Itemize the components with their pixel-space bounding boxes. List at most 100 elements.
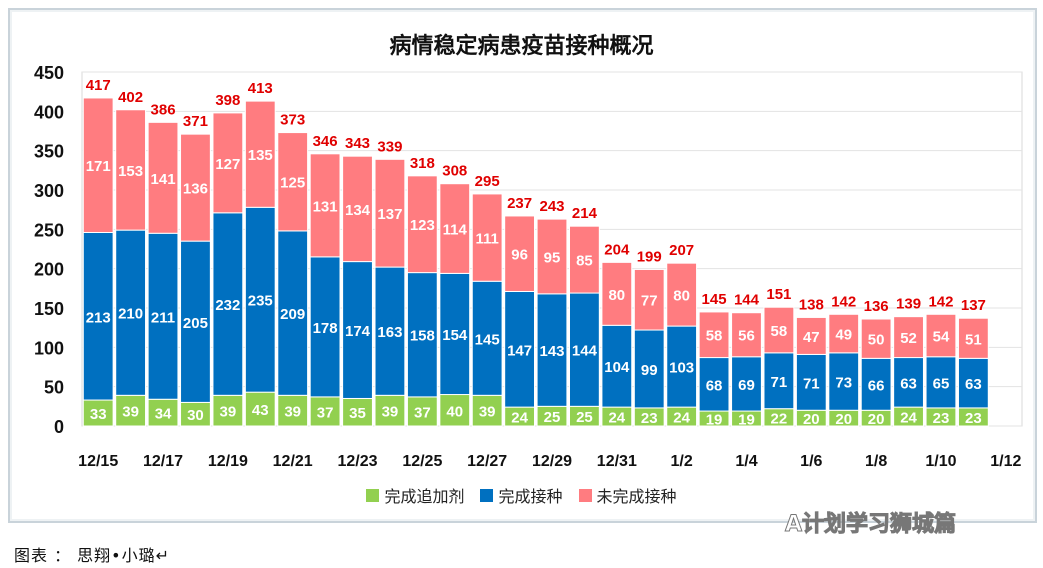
data-label: 80 <box>608 287 625 304</box>
data-label: 154 <box>442 327 468 344</box>
data-label: 50 <box>868 332 885 349</box>
data-label: 125 <box>280 175 305 192</box>
data-label: 104 <box>604 359 630 376</box>
data-label: 58 <box>706 328 723 345</box>
bar-segment <box>82 231 114 401</box>
data-label: 49 <box>835 327 852 344</box>
bar-segment <box>957 317 989 359</box>
data-label: 73 <box>835 375 852 392</box>
data-label: 232 <box>215 297 240 314</box>
bar-segment <box>860 357 892 411</box>
x-tick-label: 1/2 <box>671 453 693 470</box>
bar-segment <box>180 240 211 403</box>
x-tick-label: 12/31 <box>597 453 637 470</box>
data-label: 20 <box>803 411 820 428</box>
data-label: 47 <box>803 329 820 346</box>
bar-segment <box>633 329 665 409</box>
total-label: 318 <box>410 155 435 172</box>
total-label: 308 <box>442 163 467 180</box>
x-tick-label: 1/8 <box>865 453 887 470</box>
chart-frame <box>8 8 1037 523</box>
bar-segment <box>115 229 147 396</box>
data-label: 144 <box>572 343 598 360</box>
data-label: 136 <box>183 181 208 198</box>
bar-segment <box>698 357 730 412</box>
data-label: 141 <box>151 171 176 188</box>
x-tick-label: 1/6 <box>800 453 822 470</box>
bar-segment <box>925 356 957 409</box>
data-label: 24 <box>511 410 528 427</box>
data-label: 65 <box>933 375 950 392</box>
legend-swatch <box>480 488 494 502</box>
bar-segment <box>212 112 244 214</box>
data-label: 71 <box>803 375 820 392</box>
caption: 图表 ： 思翔•小璐↵ <box>14 546 171 565</box>
data-label: 103 <box>669 360 694 377</box>
data-label: 147 <box>507 342 532 359</box>
data-label: 235 <box>248 293 273 310</box>
data-label: 19 <box>738 412 755 429</box>
x-tick-label: 1/12 <box>990 453 1021 470</box>
data-label: 63 <box>965 376 982 393</box>
bar-segment <box>374 394 406 427</box>
bar-segment <box>309 153 341 258</box>
data-label: 145 <box>475 331 500 348</box>
bar-segment <box>795 316 827 355</box>
data-label: 153 <box>118 163 143 180</box>
data-label: 33 <box>90 406 107 423</box>
bar-segment <box>406 396 438 427</box>
x-tick-label: 12/15 <box>78 453 118 470</box>
bar-segment <box>504 215 535 292</box>
legend-label: 完成追加剂 <box>384 487 465 506</box>
x-tick-label: 1/10 <box>925 453 956 470</box>
data-label: 35 <box>349 405 366 422</box>
data-label: 77 <box>641 293 658 310</box>
data-label: 25 <box>544 409 561 426</box>
data-label: 23 <box>965 410 982 427</box>
watermark: A计划学习狮城篇 <box>784 512 957 538</box>
bar-segment <box>147 121 179 234</box>
x-tick-label: 1/4 <box>735 453 757 470</box>
bar-segment <box>471 280 503 396</box>
x-tick-label: 12/27 <box>467 453 507 470</box>
total-label: 339 <box>377 138 402 155</box>
data-label: 51 <box>965 331 982 348</box>
total-label: 417 <box>86 77 111 94</box>
total-label: 402 <box>118 89 143 106</box>
data-label: 69 <box>738 377 755 394</box>
data-label: 174 <box>345 323 371 340</box>
data-label: 34 <box>155 406 172 423</box>
bar-segment <box>536 218 568 295</box>
data-label: 71 <box>771 374 788 391</box>
data-label: 85 <box>576 253 593 270</box>
data-label: 23 <box>641 410 658 427</box>
bar-segment <box>925 313 957 358</box>
bar-segment <box>471 193 503 282</box>
total-label: 214 <box>572 205 598 222</box>
bar-segment <box>244 391 276 427</box>
data-label: 209 <box>280 306 305 323</box>
data-label: 66 <box>868 377 885 394</box>
bar-segment <box>244 100 276 208</box>
bar-segment <box>731 356 762 412</box>
legend-swatch <box>578 488 592 502</box>
y-tick-label: 450 <box>34 63 64 83</box>
data-label: 123 <box>410 217 435 234</box>
data-label: 37 <box>317 404 334 421</box>
legend-label: 完成接种 <box>498 487 563 506</box>
y-tick-label: 400 <box>34 102 64 122</box>
x-tick-label: 12/21 <box>273 453 313 470</box>
bar-segment <box>893 316 924 359</box>
bar-segment <box>795 353 827 411</box>
legend-label: 未完成接种 <box>596 487 677 506</box>
total-label: 144 <box>734 292 760 309</box>
bar-segment <box>439 394 471 427</box>
data-label: 39 <box>284 404 301 421</box>
x-tick-label: 12/29 <box>532 453 572 470</box>
data-label: 20 <box>835 411 852 428</box>
y-tick-label: 350 <box>34 142 64 162</box>
data-label: 39 <box>382 404 399 421</box>
data-label: 80 <box>673 288 690 305</box>
data-label: 171 <box>86 158 111 175</box>
bar-segment <box>374 266 406 396</box>
